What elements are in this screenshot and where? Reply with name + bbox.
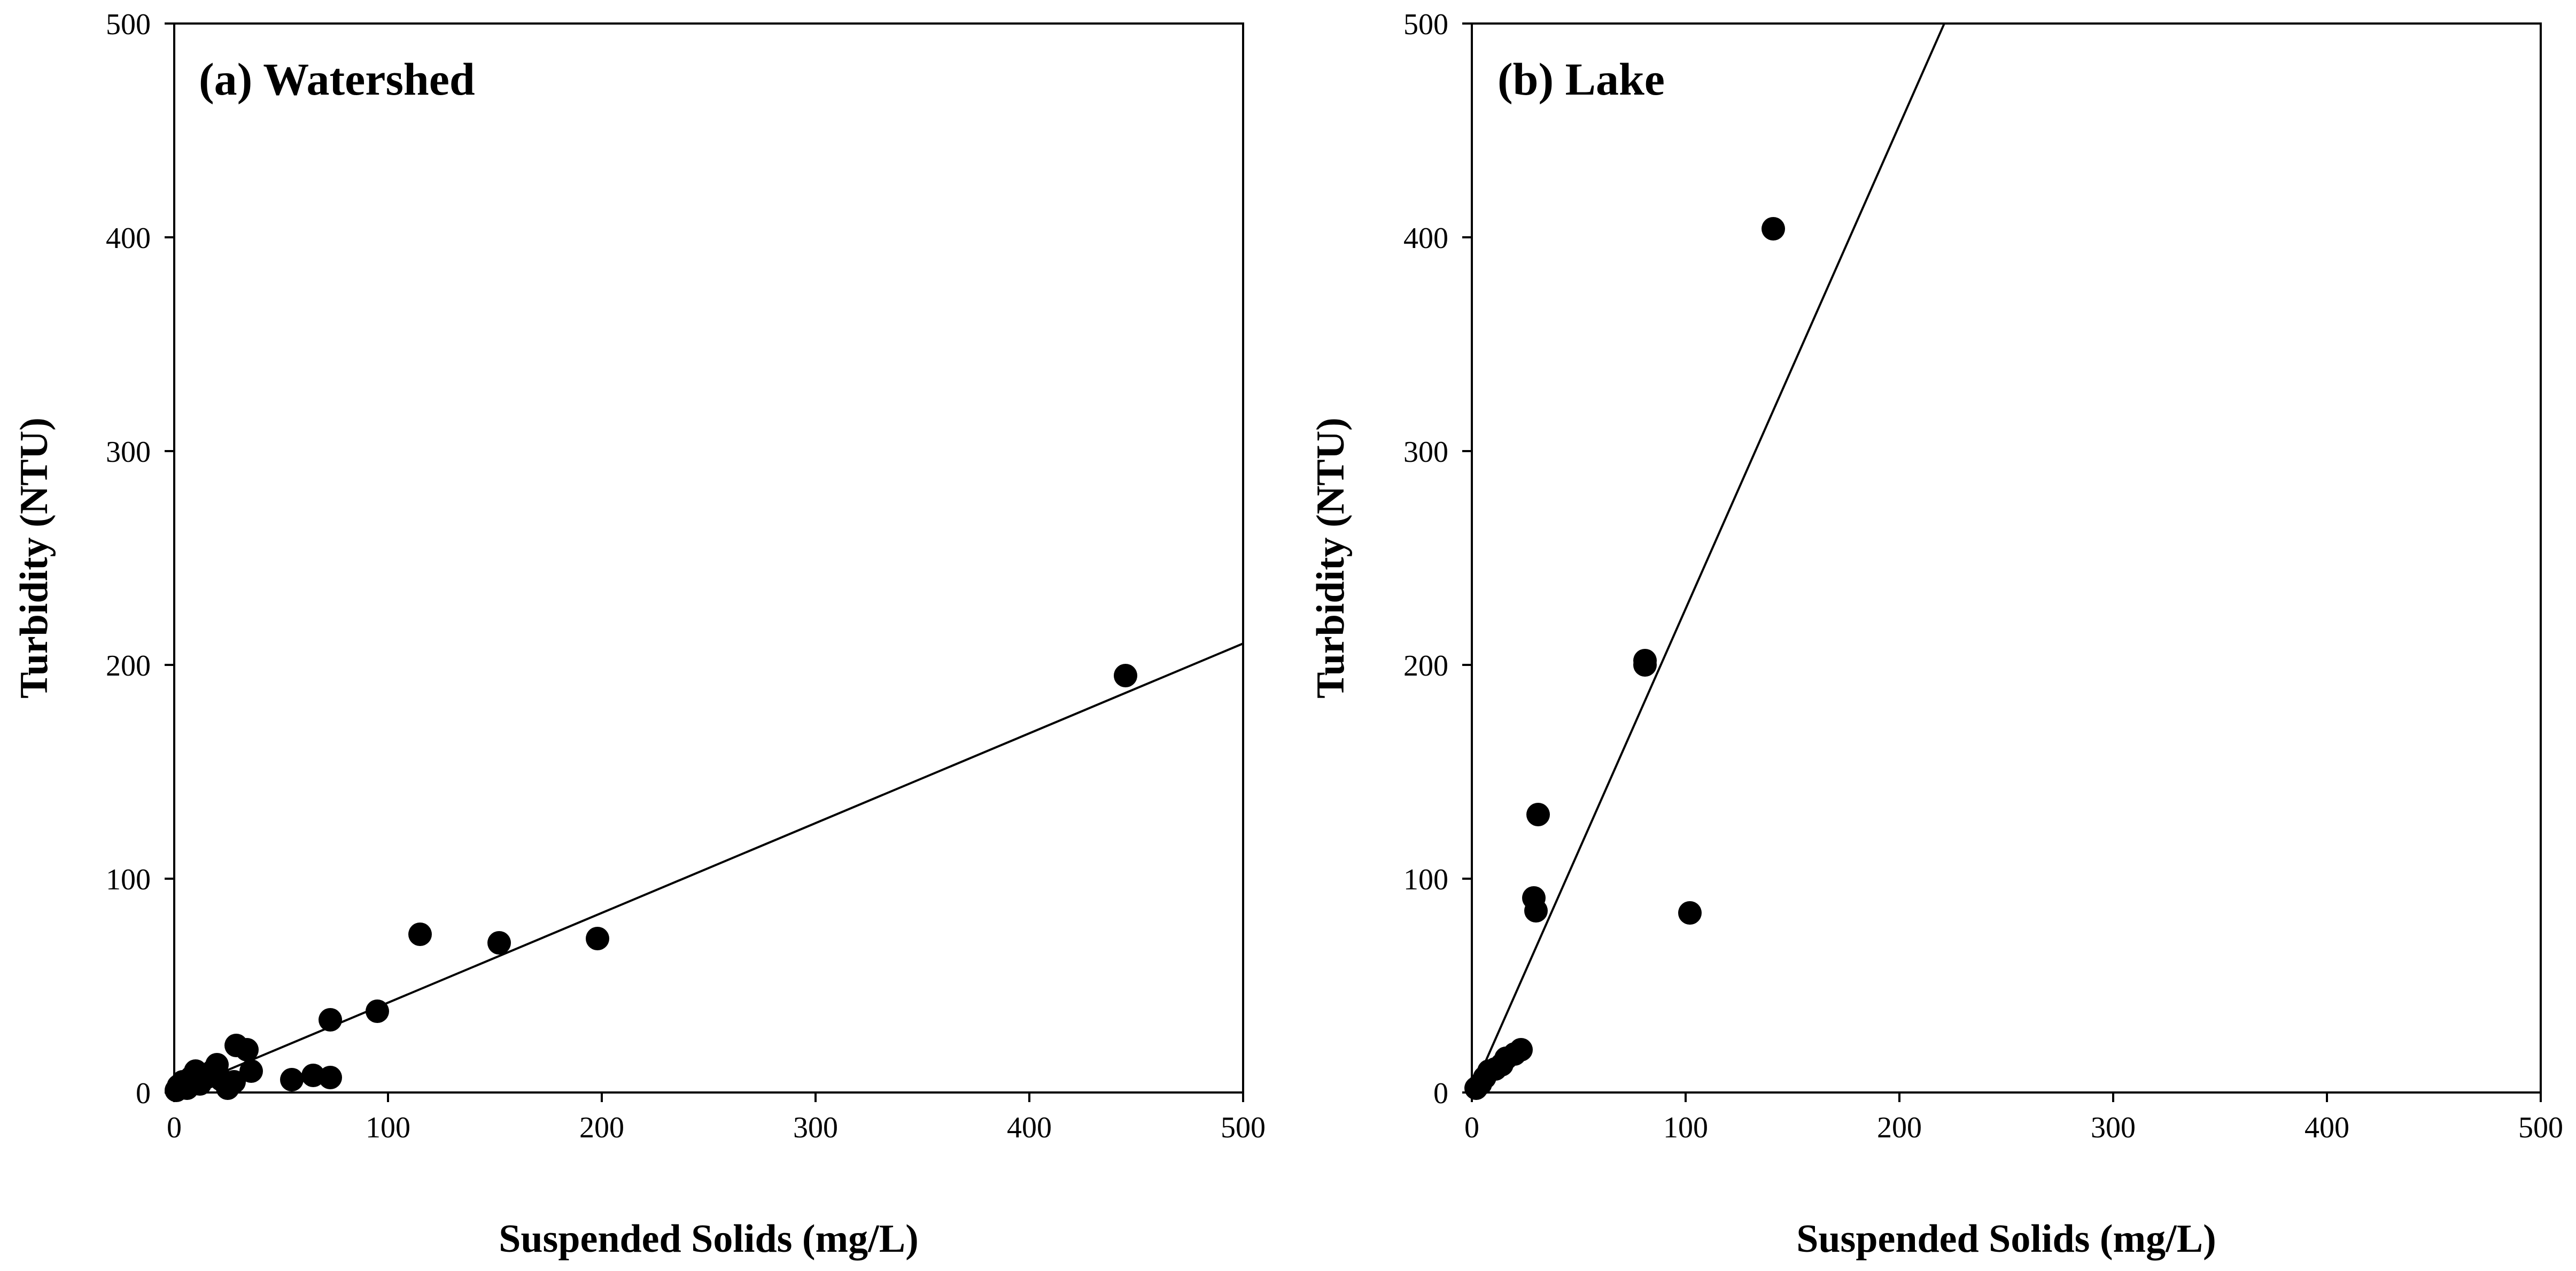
data-point xyxy=(1633,653,1657,677)
x-tick-label: 0 xyxy=(167,1111,182,1144)
fit-lines xyxy=(1471,23,1945,1093)
data-point xyxy=(487,931,511,955)
x-tick-label: 200 xyxy=(579,1111,624,1144)
panel-lake: 0 100 200 300 400 500 0 100 200 300 400 500 (b) Lak… xyxy=(1309,8,2563,1261)
x-axis-label: Suspended Solids (mg/L) xyxy=(499,1217,919,1261)
x-tick-label: 100 xyxy=(366,1111,410,1144)
x-tick-label: 400 xyxy=(2305,1111,2349,1144)
data-point xyxy=(301,1064,325,1087)
x-axis-label: Suspended Solids (mg/L) xyxy=(1796,1217,2216,1261)
y-tick-label: 100 xyxy=(1403,863,1448,896)
regression-line xyxy=(174,642,1244,1094)
axis-ticks: 0 100 200 300 400 500 0 100 200 300 400 500 xyxy=(1403,8,2563,1144)
x-tick-label: 300 xyxy=(793,1111,838,1144)
fit-lines xyxy=(174,642,1244,1094)
x-tick-label: 0 xyxy=(1464,1111,1479,1144)
data-point xyxy=(586,927,609,950)
panel-watershed: 0 100 200 300 400 500 0 100 200 300 400 500 (a) Wat… xyxy=(12,8,1266,1261)
y-tick-label: 400 xyxy=(106,222,151,255)
data-point xyxy=(280,1068,304,1091)
y-axis-label: Turbidity (NTU) xyxy=(1309,417,1353,699)
data-point xyxy=(1762,217,1785,241)
data-point xyxy=(235,1038,259,1061)
y-tick-label: 300 xyxy=(106,436,151,469)
data-point xyxy=(1678,901,1702,925)
x-tick-label: 500 xyxy=(2518,1111,2563,1144)
data-point xyxy=(1509,1038,1533,1061)
y-tick-label: 0 xyxy=(1433,1077,1448,1110)
axis-ticks: 0 100 200 300 400 500 0 100 200 300 400 500 xyxy=(106,8,1266,1144)
data-point xyxy=(1114,664,1137,687)
y-tick-label: 0 xyxy=(136,1077,151,1110)
y-tick-label: 100 xyxy=(106,863,151,896)
y-tick-label: 200 xyxy=(1403,649,1448,683)
data-point xyxy=(1524,899,1548,923)
data-point xyxy=(319,1008,342,1032)
data-points xyxy=(1464,217,1785,1100)
y-tick-label: 200 xyxy=(106,649,151,683)
data-point xyxy=(222,1070,246,1094)
regression-line xyxy=(1471,23,1945,1093)
data-points xyxy=(165,664,1137,1102)
x-tick-label: 500 xyxy=(1221,1111,1266,1144)
y-axis-label: Turbidity (NTU) xyxy=(12,417,56,699)
y-tick-label: 300 xyxy=(1403,436,1448,469)
data-point xyxy=(366,999,389,1023)
plot-area-frame xyxy=(1471,22,2542,1094)
x-tick-label: 400 xyxy=(1007,1111,1052,1144)
data-point xyxy=(319,1066,342,1089)
panel-title: (b) Lake xyxy=(1498,53,1665,105)
y-tick-label: 400 xyxy=(1403,222,1448,255)
data-point xyxy=(1526,803,1550,826)
y-tick-label: 500 xyxy=(1403,8,1448,41)
data-point xyxy=(239,1059,263,1083)
x-tick-label: 100 xyxy=(1663,1111,1708,1144)
plot-area-frame xyxy=(173,22,1244,1094)
panel-title: (a) Watershed xyxy=(199,53,475,105)
x-tick-label: 200 xyxy=(1877,1111,1922,1144)
data-point xyxy=(408,923,432,946)
y-tick-label: 500 xyxy=(106,8,151,41)
x-tick-label: 300 xyxy=(2091,1111,2136,1144)
